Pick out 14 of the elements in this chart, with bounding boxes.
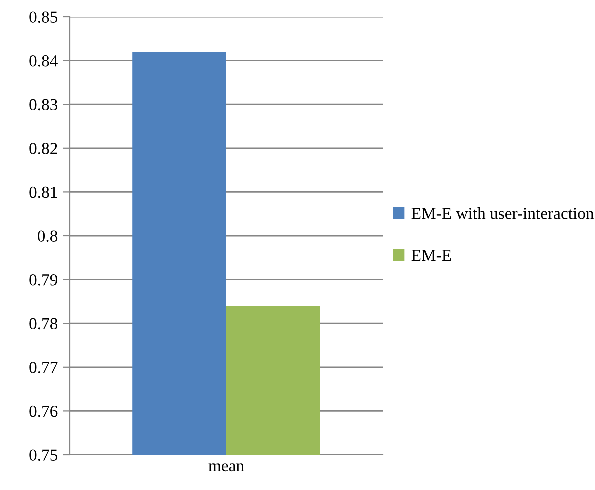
y-tick-label: 0.76 — [30, 406, 58, 418]
y-tick-label: 0.79 — [30, 274, 58, 286]
y-tick-label: 0.84 — [30, 56, 58, 67]
y-tick-label: 0.77 — [30, 362, 58, 374]
legend-label: EM-E with user-interaction — [412, 208, 594, 220]
y-tick-label: 0.83 — [30, 99, 58, 111]
legend-label: EM-E — [412, 250, 452, 261]
y-tick-label: 0.81 — [30, 186, 58, 198]
x-tick-label: mean — [208, 464, 244, 472]
y-tick-label: 0.8 — [38, 230, 58, 242]
y-tick-label: 0.75 — [30, 450, 58, 462]
y-tick-label: 0.78 — [30, 318, 58, 330]
y-tick-label: 0.82 — [30, 143, 58, 154]
y-tick-label: 0.85 — [30, 12, 58, 24]
